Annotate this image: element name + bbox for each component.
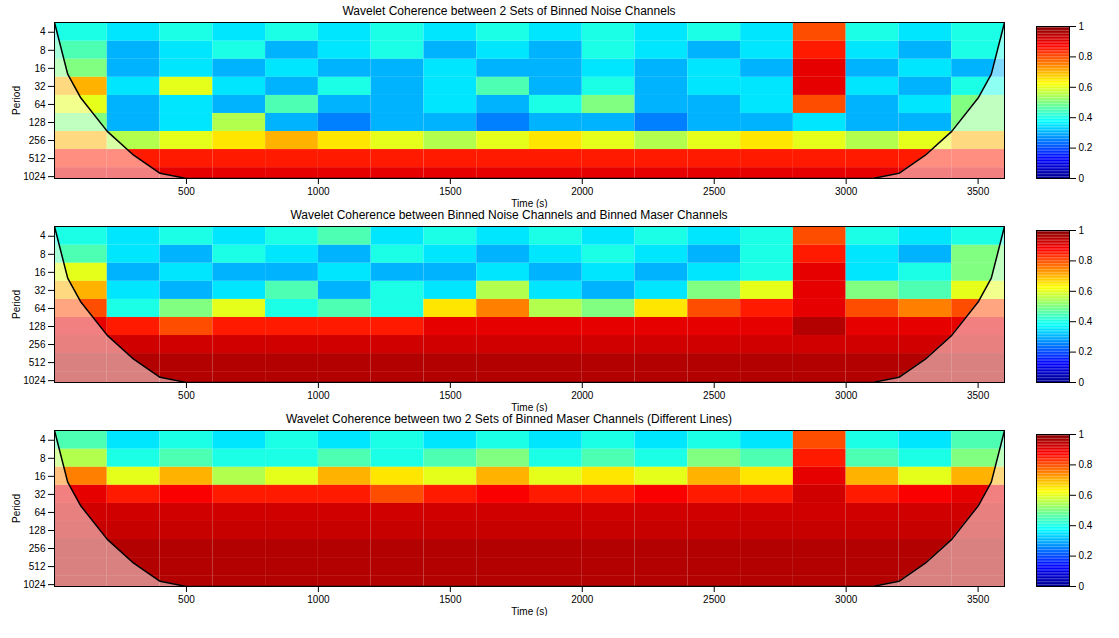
html-text:Wavelet Coherence between two: Wavelet Coherence between two 2 Sets of … bbox=[285, 412, 733, 426]
svg-text:2500: 2500 bbox=[703, 594, 726, 605]
svg-text:4: 4 bbox=[40, 230, 46, 241]
svg-text:0.6: 0.6 bbox=[1079, 82, 1093, 93]
svg-text:32: 32 bbox=[34, 285, 46, 296]
svg-text:2500: 2500 bbox=[703, 390, 726, 401]
svg-text:256: 256 bbox=[29, 339, 46, 350]
svg-text:512: 512 bbox=[29, 357, 46, 368]
svg-text:2500: 2500 bbox=[703, 186, 726, 197]
svg-text:8: 8 bbox=[40, 453, 46, 464]
svg-text:0.2: 0.2 bbox=[1079, 550, 1093, 561]
svg-text:3000: 3000 bbox=[835, 390, 858, 401]
svg-text:Period: Period bbox=[11, 494, 22, 523]
svg-text:1: 1 bbox=[1079, 21, 1085, 32]
svg-text:3000: 3000 bbox=[835, 186, 858, 197]
svg-text:1024: 1024 bbox=[23, 171, 46, 182]
svg-text:2000: 2000 bbox=[571, 594, 594, 605]
html-text:Wavelet Coherence between Binn: Wavelet Coherence between Binned Noise C… bbox=[290, 208, 728, 222]
svg-text:2000: 2000 bbox=[571, 390, 594, 401]
svg-text:16: 16 bbox=[34, 267, 46, 278]
svg-text:64: 64 bbox=[34, 507, 46, 518]
svg-text:64: 64 bbox=[34, 99, 46, 110]
svg-text:0.6: 0.6 bbox=[1079, 490, 1093, 501]
svg-text:128: 128 bbox=[29, 321, 46, 332]
svg-text:1024: 1024 bbox=[23, 375, 46, 386]
svg-text:2000: 2000 bbox=[571, 186, 594, 197]
svg-text:Time (s): Time (s) bbox=[511, 198, 547, 209]
svg-text:0.8: 0.8 bbox=[1079, 51, 1093, 62]
svg-text:32: 32 bbox=[34, 489, 46, 500]
svg-text:500: 500 bbox=[178, 186, 195, 197]
svg-text:500: 500 bbox=[178, 594, 195, 605]
svg-text:1024: 1024 bbox=[23, 579, 46, 590]
svg-text:128: 128 bbox=[29, 117, 46, 128]
svg-text:Period: Period bbox=[11, 290, 22, 319]
svg-text:8: 8 bbox=[40, 249, 46, 260]
svg-text:Time (s): Time (s) bbox=[511, 606, 547, 617]
svg-text:1500: 1500 bbox=[439, 186, 462, 197]
svg-text:0.6: 0.6 bbox=[1079, 286, 1093, 297]
svg-text:1: 1 bbox=[1079, 225, 1085, 236]
svg-text:3500: 3500 bbox=[967, 390, 990, 401]
svg-text:8: 8 bbox=[40, 45, 46, 56]
svg-text:0.2: 0.2 bbox=[1079, 346, 1093, 357]
svg-text:64: 64 bbox=[34, 303, 46, 314]
svg-text:500: 500 bbox=[178, 390, 195, 401]
svg-text:0.4: 0.4 bbox=[1079, 520, 1093, 531]
svg-text:0: 0 bbox=[1079, 581, 1085, 592]
svg-text:256: 256 bbox=[29, 543, 46, 554]
svg-text:16: 16 bbox=[34, 471, 46, 482]
svg-text:256: 256 bbox=[29, 135, 46, 146]
svg-text:3500: 3500 bbox=[967, 186, 990, 197]
svg-text:3500: 3500 bbox=[967, 594, 990, 605]
svg-text:1: 1 bbox=[1079, 429, 1085, 440]
svg-text:0: 0 bbox=[1079, 173, 1085, 184]
svg-text:0.2: 0.2 bbox=[1079, 142, 1093, 153]
svg-text:1000: 1000 bbox=[307, 390, 330, 401]
svg-text:1500: 1500 bbox=[439, 390, 462, 401]
svg-text:0.4: 0.4 bbox=[1079, 316, 1093, 327]
svg-text:3000: 3000 bbox=[835, 594, 858, 605]
svg-text:4: 4 bbox=[40, 434, 46, 445]
svg-text:512: 512 bbox=[29, 561, 46, 572]
svg-text:128: 128 bbox=[29, 525, 46, 536]
svg-text:32: 32 bbox=[34, 81, 46, 92]
svg-text:1000: 1000 bbox=[307, 186, 330, 197]
svg-text:0: 0 bbox=[1079, 377, 1085, 388]
svg-text:1500: 1500 bbox=[439, 594, 462, 605]
svg-text:16: 16 bbox=[34, 63, 46, 74]
svg-text:0.8: 0.8 bbox=[1079, 255, 1093, 266]
svg-text:0.8: 0.8 bbox=[1079, 459, 1093, 470]
svg-text:0.4: 0.4 bbox=[1079, 112, 1093, 123]
html-text:Wavelet Coherence between 2 Se: Wavelet Coherence between 2 Sets of Binn… bbox=[342, 4, 676, 18]
svg-text:1000: 1000 bbox=[307, 594, 330, 605]
svg-text:Time (s): Time (s) bbox=[511, 402, 547, 413]
svg-text:4: 4 bbox=[40, 26, 46, 37]
svg-text:Period: Period bbox=[11, 86, 22, 115]
svg-text:512: 512 bbox=[29, 153, 46, 164]
